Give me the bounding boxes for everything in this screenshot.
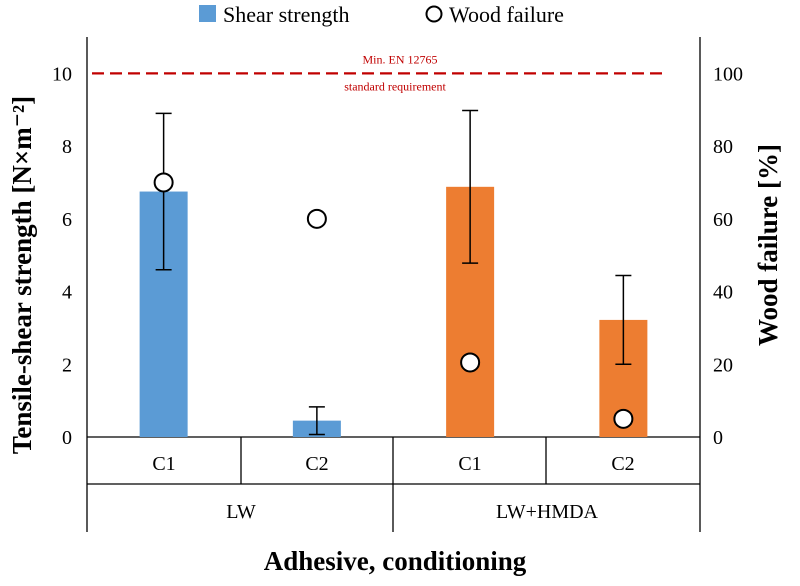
y2-tick-label: 0 (713, 427, 723, 449)
y-tick-label: 2 (62, 354, 72, 376)
wood-failure-marker (460, 352, 481, 373)
x-axis-title: Adhesive, conditioning (264, 546, 527, 576)
category-label: C1 (152, 453, 175, 475)
y2-tick-label: 60 (713, 209, 733, 231)
group-labels: LW LW+HMDA (226, 501, 598, 523)
reference-label-top: Min. EN 12765 (363, 52, 438, 66)
wood-failure-marker (613, 408, 634, 429)
y-tick-label: 10 (52, 63, 72, 85)
category-label: C1 (458, 453, 481, 475)
legend-circle-marker (425, 5, 443, 23)
category-label: C2 (611, 453, 634, 475)
y-tick-label: 6 (62, 209, 72, 231)
error-bars (155, 109, 632, 436)
error-bar (615, 274, 632, 366)
y-tick-labels: 0 2 4 6 8 10 (52, 63, 72, 449)
wood-failure-marker (306, 208, 327, 229)
reference-label-bottom: standard requirement (344, 79, 446, 93)
error-bar (462, 109, 479, 264)
y-tick-label: 4 (62, 282, 72, 304)
y2-axis-title: Wood failure [%] (753, 144, 783, 346)
y2-tick-labels: 0 20 40 60 80 100 (713, 63, 743, 449)
y2-tick-label: 100 (713, 63, 743, 85)
bars (139, 186, 648, 437)
y-axis-title: Tensile-shear strength [N×m⁻²] (7, 96, 37, 454)
category-label: C2 (305, 453, 328, 475)
wood-failure-marker (153, 172, 174, 193)
reference-line-group: Min. EN 12765 standard requirement (92, 52, 662, 93)
category-labels: C1 C2 C1 C2 (152, 453, 634, 475)
legend-label-shear-strength: Shear strength (223, 2, 349, 27)
y2-tick-label: 20 (713, 354, 733, 376)
y-tick-label: 8 (62, 136, 72, 158)
wood-failure-markers (153, 172, 634, 429)
legend: Shear strength Wood failure (199, 2, 564, 27)
legend-bar-swatch (199, 5, 216, 22)
legend-label-wood-failure: Wood failure (449, 2, 564, 27)
y-tick-label: 0 (62, 427, 72, 449)
error-bar (308, 406, 325, 436)
y2-tick-label: 40 (713, 282, 733, 304)
group-label: LW+HMDA (496, 501, 599, 523)
group-label: LW (226, 501, 256, 523)
y2-tick-label: 80 (713, 136, 733, 158)
